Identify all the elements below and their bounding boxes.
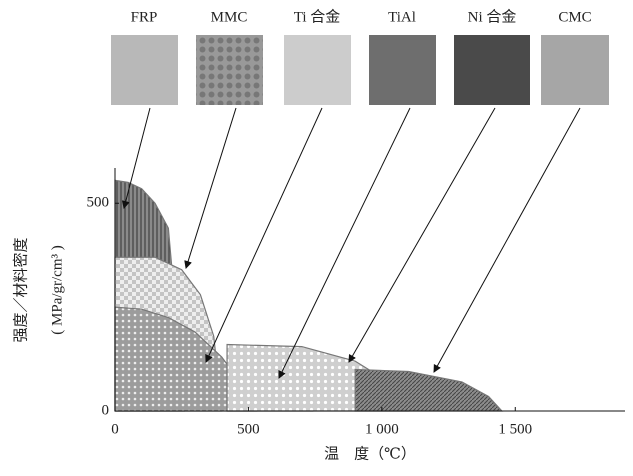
material-label: Ni 合金 [468, 8, 517, 25]
x-tick-label: 500 [237, 421, 260, 437]
micrograph [454, 35, 530, 105]
micrograph [111, 35, 178, 105]
y-axis-label: ( MPa/gr/cm³ ) [49, 245, 65, 334]
arrow [186, 108, 236, 268]
chart: 温 度（℃） 强度／材料密度 ( MPa/gr/cm³ ) 0 500 1 000 1… [0, 0, 633, 471]
arrow [279, 108, 410, 378]
micrograph [369, 35, 436, 105]
arrow [206, 108, 322, 362]
x-tick-label: 1 000 [365, 421, 399, 437]
x-axis-label: 温 度（℃） [324, 445, 416, 462]
micrographs [111, 35, 609, 105]
y-tick-label: 500 [87, 195, 110, 211]
micrograph [541, 35, 609, 105]
micrograph [196, 35, 263, 105]
material-label: CMC [558, 9, 591, 25]
material-label: Ti 合金 [294, 8, 341, 25]
micrograph [284, 35, 351, 105]
x-tick-label: 0 [111, 421, 119, 437]
arrow [349, 108, 495, 362]
y-tick-label: 0 [102, 402, 110, 418]
region [355, 369, 502, 411]
material-label: TiAl [388, 9, 416, 25]
material-label: FRP [131, 9, 158, 25]
y-axis-label: 强度／材料密度 [12, 237, 29, 342]
material-label: MMC [211, 9, 248, 25]
x-tick-label: 1 500 [498, 421, 532, 437]
arrow [434, 108, 580, 372]
